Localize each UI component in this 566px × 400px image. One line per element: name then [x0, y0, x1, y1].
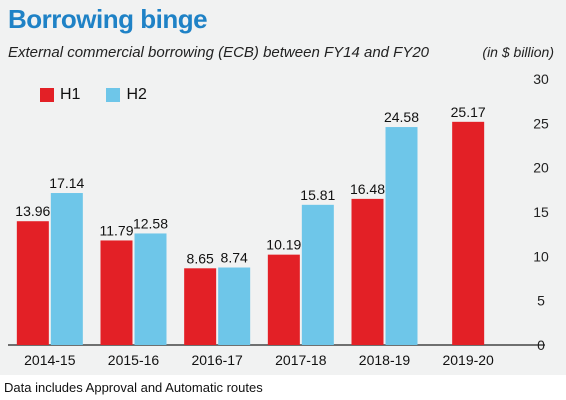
legend-label-h1: H1: [60, 86, 81, 103]
chart-plot: 0 5 10 15 20 25 30 13.96 17.14 2014-15 11.79 12.58 2…: [8, 71, 549, 368]
data-label-h1: 10.19: [266, 237, 301, 253]
y-tick-label: 0: [537, 337, 545, 353]
legend-swatch-h1: [40, 88, 54, 102]
legend-item-h1: H1: [40, 86, 80, 104]
data-label-h1: 13.96: [15, 203, 50, 219]
y-tick-label: 25: [533, 115, 549, 131]
legend: H1 H2: [40, 86, 147, 104]
bar-h1: [351, 198, 384, 345]
source-note: Data includes Approval and Automatic rou…: [4, 380, 263, 395]
chart-title: Borrowing binge: [8, 4, 208, 34]
data-label-h2: 8.74: [221, 250, 248, 266]
data-label-h1: 8.65: [187, 250, 214, 266]
x-tick-label: 2014-15: [24, 352, 76, 368]
bar-h1: [452, 121, 485, 346]
bar-h1: [100, 240, 133, 345]
y-tick-label: 20: [533, 160, 549, 176]
data-label-h2: 17.14: [49, 175, 84, 191]
data-label-h2: 24.58: [384, 109, 419, 125]
legend-swatch-h2: [106, 88, 121, 102]
y-tick-label: 15: [533, 204, 549, 220]
bar-h1: [184, 268, 217, 345]
x-tick-label: 2016-17: [191, 352, 243, 368]
bar-h2: [218, 267, 251, 345]
bar-h1: [16, 221, 49, 345]
x-tick-label: 2015-16: [108, 352, 160, 368]
y-tick-label: 30: [533, 71, 549, 87]
bar-h2: [134, 233, 167, 345]
legend-label-h2: H2: [126, 86, 147, 103]
data-label-h1: 25.17: [451, 104, 486, 120]
unit-label: (in $ billion): [482, 44, 554, 60]
x-tick-label: 2019-20: [442, 352, 494, 368]
y-tick-label: 10: [533, 248, 549, 264]
data-label-h1: 16.48: [350, 181, 385, 197]
x-tick-label: 2017-18: [275, 352, 327, 368]
y-tick-label: 5: [537, 293, 545, 309]
x-tick-label: 2018-19: [359, 352, 411, 368]
data-label-h1: 11.79: [100, 222, 134, 238]
bar-h2: [50, 193, 83, 345]
chart-subtitle: External commercial borrowing (ECB) betw…: [8, 44, 430, 61]
bar-h2: [301, 204, 334, 345]
legend-item-h2: H2: [106, 86, 147, 104]
bar-h1: [267, 254, 300, 345]
data-label-h2: 12.58: [133, 215, 168, 231]
bar-h2: [385, 127, 418, 345]
data-label-h2: 15.81: [300, 187, 335, 203]
